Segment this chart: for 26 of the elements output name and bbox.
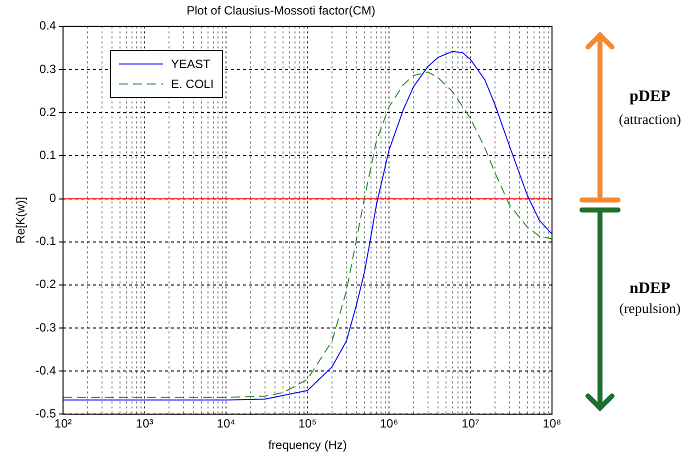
y-tick-label: 0 xyxy=(49,191,56,206)
y-tick-label: -0.1 xyxy=(35,234,56,248)
text: nDEP xyxy=(628,280,672,298)
y-tick-label: 0.1 xyxy=(39,148,56,162)
y-tick-label: -0.5 xyxy=(35,406,56,421)
x-tick-label: 10⁴ xyxy=(216,416,236,431)
y-tick-label: -0.4 xyxy=(35,363,56,378)
x-axis-title: frequency (Hz) xyxy=(268,438,347,452)
x-tick-label: 10³ xyxy=(136,416,154,431)
y-tick-label: 0.4 xyxy=(39,18,56,33)
y-tick-label: 0.2 xyxy=(39,104,56,119)
chart-title: Plot of Clausius-Mossoti factor(CM) xyxy=(186,4,376,18)
x-tick-label: 10⁵ xyxy=(298,416,317,431)
y-axis-title: Re[K(w)] xyxy=(14,196,28,244)
text: pDEP xyxy=(628,88,672,106)
x-tick-label: 10⁶ xyxy=(380,416,398,431)
x-tick-label: 10² xyxy=(54,416,72,431)
y-tick-label: -0.3 xyxy=(35,320,56,334)
legend-label: E. COLI xyxy=(171,77,214,91)
y-tick-label: -0.2 xyxy=(35,277,56,292)
text: (repulsion) xyxy=(618,302,682,318)
x-tick-label: 10⁸ xyxy=(542,416,562,431)
text: (attraction) xyxy=(618,113,682,129)
legend-label: YEAST xyxy=(171,57,210,71)
y-tick-label: 0.3 xyxy=(39,62,56,76)
x-tick-label: 10⁷ xyxy=(462,416,480,431)
